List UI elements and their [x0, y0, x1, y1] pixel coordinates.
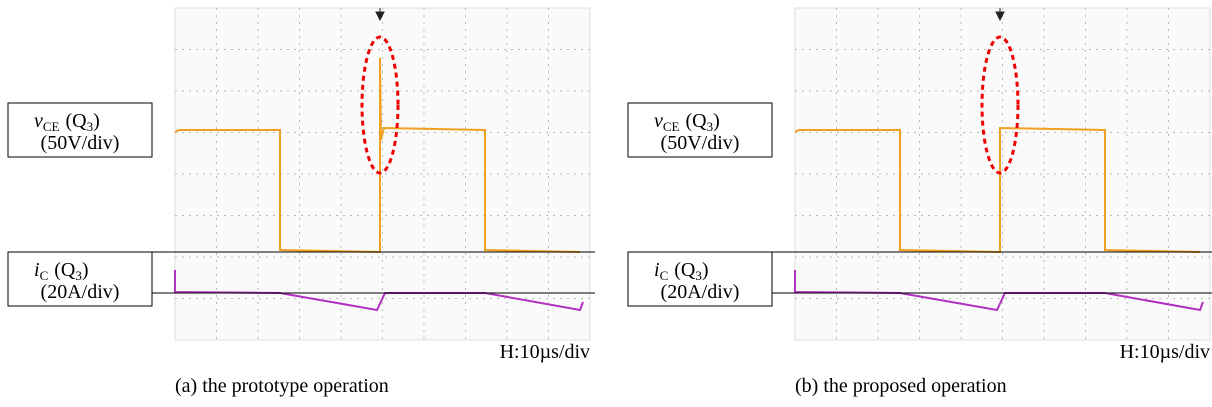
- scale: (20A/div): [661, 281, 740, 303]
- device: (Q: [686, 110, 708, 132]
- symbol: v: [654, 110, 663, 132]
- scale: (50V/div): [41, 132, 120, 154]
- time-scale: H:10µs/div: [1120, 341, 1210, 363]
- scale: (20A/div): [41, 281, 120, 303]
- caption: (b) the proposed operation: [795, 375, 1007, 397]
- device-end: ): [702, 259, 709, 281]
- device-end: ): [93, 110, 100, 132]
- figure: vCE(Q3)(50V/div)iC(Q3)(20A/div)H:10µs/di…: [0, 0, 1212, 407]
- device: (Q: [674, 259, 696, 281]
- device-end: ): [713, 110, 720, 132]
- symbol: v: [34, 110, 43, 132]
- caption: (a) the prototype operation: [175, 375, 389, 397]
- device: (Q: [54, 259, 76, 281]
- device: (Q: [66, 110, 88, 132]
- time-scale: H:10µs/div: [500, 341, 590, 363]
- scale: (50V/div): [661, 132, 740, 154]
- device-end: ): [82, 259, 89, 281]
